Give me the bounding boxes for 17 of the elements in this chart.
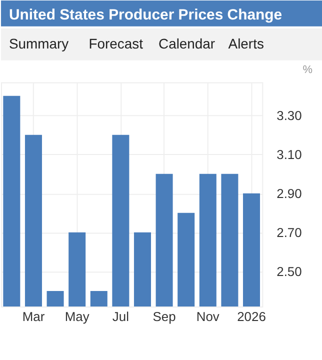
x-tick-label: Mar [22, 309, 46, 324]
x-tick-label: Nov [196, 309, 220, 324]
y-tick-label: 2.50 [276, 264, 302, 279]
y-tick-label: 2.90 [276, 186, 302, 201]
text: Calendar [158, 35, 216, 52]
y-axis-title: % [302, 64, 313, 76]
text: Summary [8, 35, 69, 52]
chart-title: United States Producer Prices Change [8, 6, 282, 24]
x-tick-label: 2026 [237, 309, 266, 324]
text: Alerts [228, 35, 264, 52]
y-tick-label: 3.30 [276, 108, 302, 123]
x-tick-label: Jul [112, 309, 130, 324]
y-tick-label: 2.70 [276, 224, 302, 240]
x-tick-label: Sep [152, 309, 176, 324]
text: Forecast [88, 35, 144, 52]
y-tick-label: 3.10 [276, 146, 302, 162]
x-tick-label: May [64, 309, 90, 324]
